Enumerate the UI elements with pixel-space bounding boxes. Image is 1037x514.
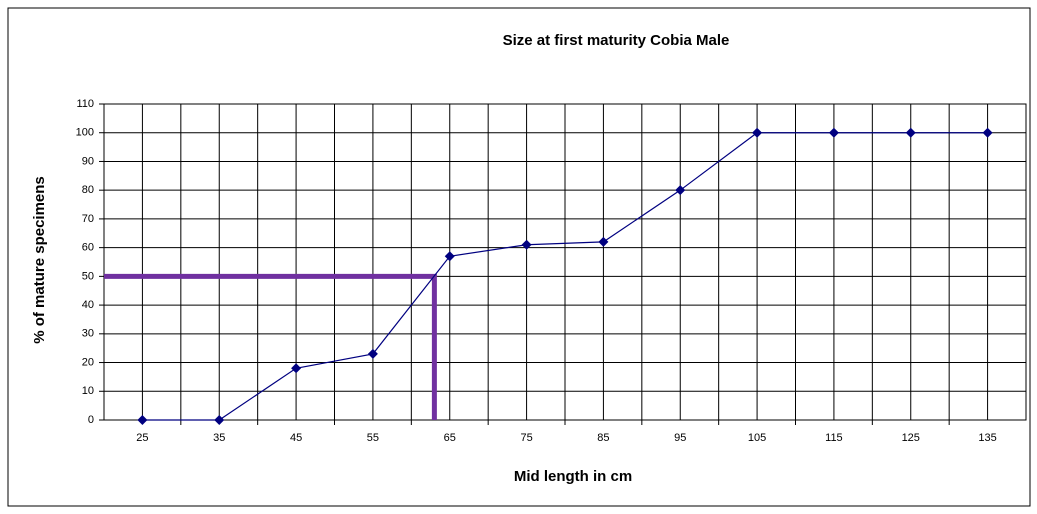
- data-point: [444, 251, 455, 262]
- x-tick-label: 65: [444, 432, 456, 444]
- y-tick-label: 90: [82, 155, 94, 167]
- x-tick-label: 95: [674, 432, 686, 444]
- x-tick-label: 105: [748, 432, 766, 444]
- data-point: [982, 127, 993, 138]
- x-tick-label: 55: [367, 432, 379, 444]
- data-point: [137, 415, 148, 425]
- data-point: [905, 127, 916, 138]
- data-point: [291, 363, 302, 374]
- x-tick-label: 125: [902, 432, 920, 444]
- y-tick-label: 110: [76, 98, 94, 110]
- y-tick-label: 40: [82, 299, 94, 311]
- x-tick-label: 35: [213, 432, 225, 444]
- data-point: [598, 236, 609, 247]
- y-tick-label: 50: [82, 270, 94, 282]
- data-point: [752, 127, 763, 138]
- x-tick-label: 45: [290, 432, 302, 444]
- y-axis-label: % of mature specimens: [31, 176, 48, 344]
- data-point: [675, 185, 686, 196]
- y-tick-label: 20: [82, 356, 94, 368]
- y-tick-label: 10: [82, 385, 94, 397]
- x-tick-label: 85: [597, 432, 609, 444]
- x-tick-label: 115: [825, 432, 843, 444]
- data-point: [521, 239, 532, 250]
- data-point: [214, 415, 225, 425]
- x-axis-label: Mid length in cm: [514, 468, 632, 485]
- y-tick-label: 60: [82, 242, 94, 254]
- data-point: [367, 348, 378, 359]
- x-tick-label: 135: [978, 432, 996, 444]
- data-point: [828, 127, 839, 138]
- y-tick-label: 70: [82, 213, 94, 225]
- y-tick-label: 80: [82, 184, 94, 196]
- x-tick-label: 25: [136, 432, 148, 444]
- x-tick-label: 75: [520, 432, 532, 444]
- series-line: [142, 132, 988, 421]
- y-tick-label: 30: [82, 328, 94, 340]
- y-tick-label: 100: [76, 127, 94, 139]
- y-tick-label: 0: [88, 414, 94, 426]
- chart-title: Size at first maturity Cobia Male: [503, 32, 730, 49]
